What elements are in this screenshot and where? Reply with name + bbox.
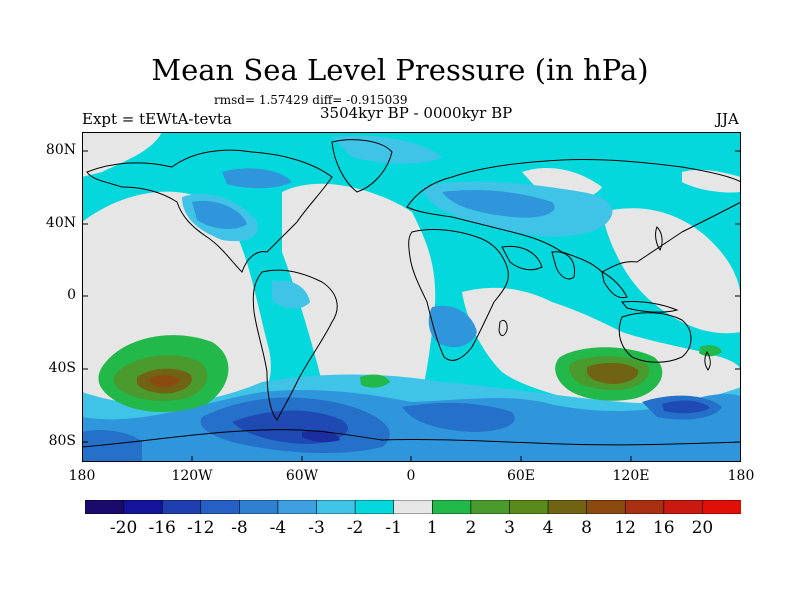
colorbar-swatch bbox=[354, 500, 395, 514]
axis-ticks bbox=[82, 150, 741, 462]
colorbar-swatch bbox=[663, 500, 704, 514]
colorbar-swatch bbox=[624, 500, 665, 514]
y-tick-label: 80S bbox=[48, 433, 76, 449]
colorbar-label: 20 bbox=[691, 518, 714, 538]
colorbar-label: -12 bbox=[187, 518, 215, 538]
colorbar-swatch bbox=[161, 500, 202, 514]
colorbar-swatch bbox=[316, 500, 356, 514]
x-tick-label: 180 bbox=[727, 468, 755, 484]
y-tick-label: 40N bbox=[45, 215, 76, 231]
colorbar-label: 1 bbox=[426, 518, 438, 538]
colorbar-label: 12 bbox=[614, 518, 636, 538]
map-title: Mean Sea Level Pressure (in hPa) bbox=[151, 53, 649, 87]
pressure-anomaly-map bbox=[82, 132, 741, 462]
colorbar-swatch bbox=[239, 500, 279, 514]
x-tick-label: 120E bbox=[612, 468, 650, 484]
colorbar-swatch bbox=[509, 500, 549, 514]
colorbar-swatch bbox=[200, 500, 241, 514]
colorbar-swatch bbox=[470, 500, 511, 514]
stats-text: rmsd= 1.57429 diff= -0.915039 bbox=[214, 93, 408, 107]
colorbar-swatch bbox=[431, 500, 472, 514]
colorbar-label: 8 bbox=[581, 518, 592, 538]
colorbar-label: -2 bbox=[346, 518, 364, 538]
colorbar-label: -16 bbox=[148, 518, 176, 538]
colorbar-label: -3 bbox=[308, 518, 325, 538]
colorbar-label: -8 bbox=[231, 518, 248, 538]
x-tick-label: 60W bbox=[285, 468, 319, 484]
colorbar-swatch bbox=[123, 500, 163, 514]
y-tick-label: 40S bbox=[48, 360, 76, 376]
colorbar-label: 4 bbox=[542, 518, 554, 538]
colorbar-swatch bbox=[85, 500, 125, 514]
y-tick-label: 0 bbox=[67, 287, 76, 303]
experiment-label: Expt = tEWtA-tevta bbox=[82, 110, 232, 128]
colorbar-label: 3 bbox=[504, 518, 515, 538]
colorbar-swatch bbox=[702, 500, 741, 514]
colorbar-swatch bbox=[586, 500, 627, 514]
colorbar-label: -20 bbox=[109, 518, 138, 538]
colorbar-swatch bbox=[547, 500, 588, 514]
x-tick-label: 60E bbox=[506, 468, 536, 484]
y-tick-label: 80N bbox=[45, 142, 76, 158]
colorbar-label: -1 bbox=[385, 518, 402, 538]
colorbar-label: -4 bbox=[269, 518, 287, 538]
colorbar-swatch bbox=[393, 500, 434, 514]
positive-anomalies bbox=[98, 335, 722, 413]
x-tick-label: 180 bbox=[68, 468, 96, 484]
coastlines bbox=[82, 139, 741, 448]
colorbar bbox=[85, 500, 741, 514]
x-tick-label: 0 bbox=[406, 468, 416, 484]
x-tick-label: 120W bbox=[171, 468, 213, 484]
season-label: JJA bbox=[716, 110, 739, 128]
period-label: 3504kyr BP - 0000kyr BP bbox=[320, 104, 513, 122]
colorbar-swatch bbox=[277, 500, 318, 514]
colorbar-label: 16 bbox=[652, 518, 675, 538]
colorbar-label: 2 bbox=[465, 518, 477, 538]
